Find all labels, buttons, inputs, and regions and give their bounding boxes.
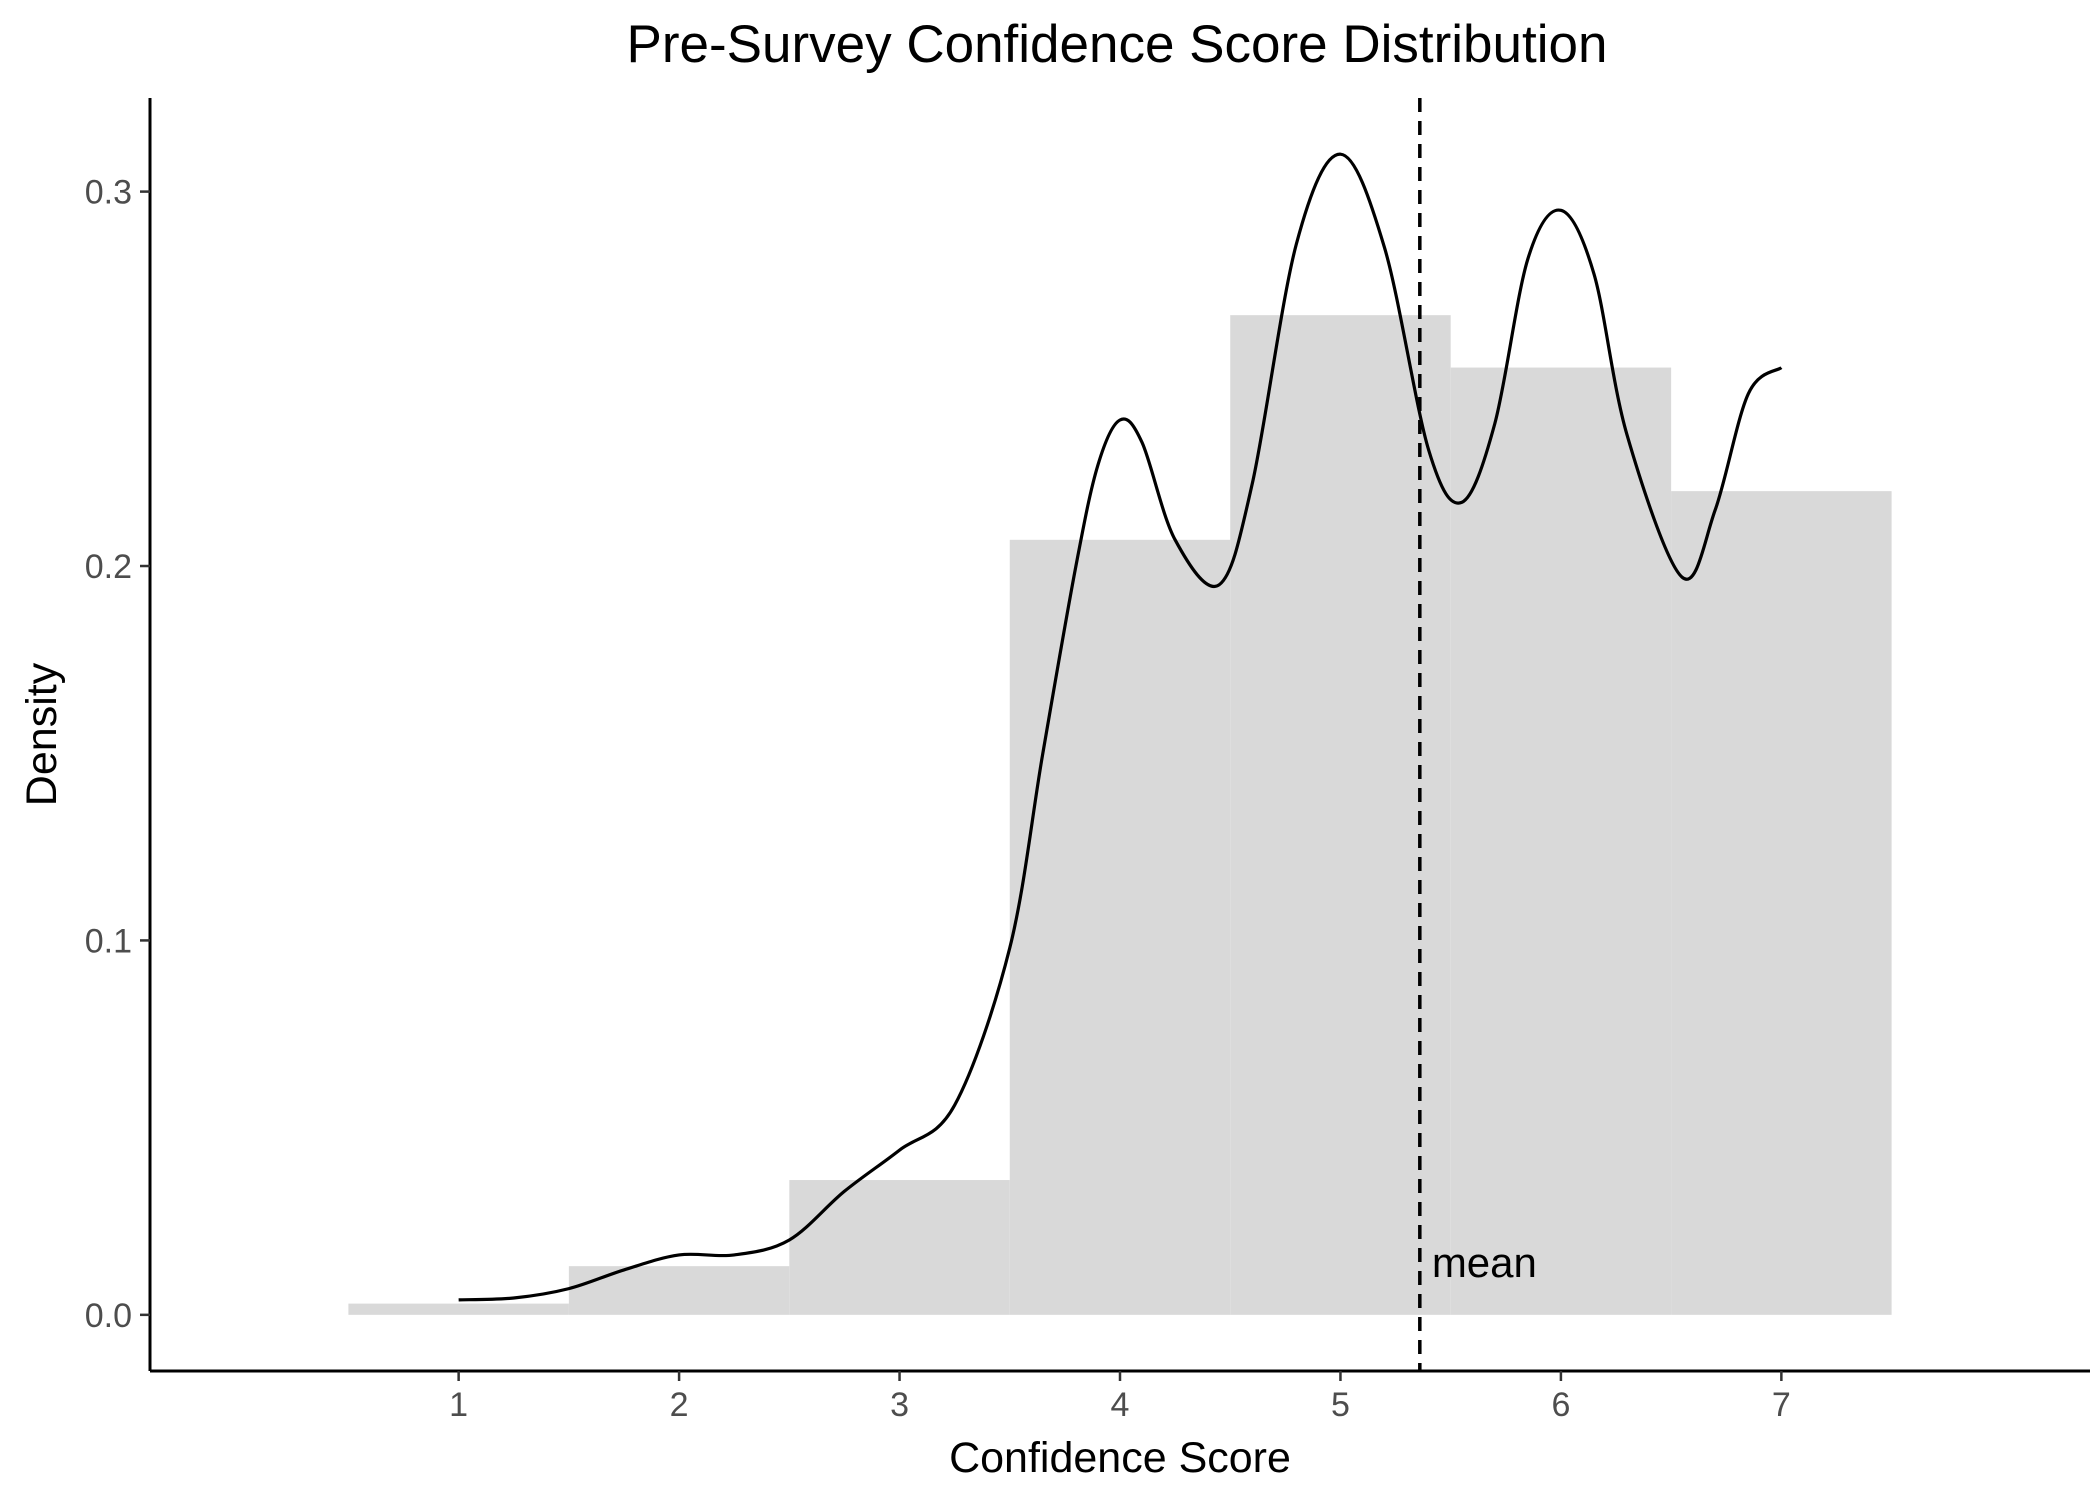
x-tick-label: 1 xyxy=(449,1386,468,1424)
histogram-bar-5 xyxy=(1230,315,1451,1315)
histogram-bar-6 xyxy=(1450,367,1672,1315)
y-tick-label: 0.2 xyxy=(85,548,132,586)
histogram-bar-2 xyxy=(568,1266,790,1315)
y-tick-label: 0.0 xyxy=(85,1297,132,1335)
density-curve xyxy=(458,152,1783,1302)
density-curve-layer xyxy=(458,152,1783,1302)
x-tick-label: 4 xyxy=(1111,1386,1130,1424)
x-axis-title: Confidence Score xyxy=(949,1434,1291,1482)
y-tick-label: 0.3 xyxy=(85,174,132,212)
mean-label: mean xyxy=(1432,1239,1537,1286)
histogram-bar-3 xyxy=(789,1180,1010,1315)
histogram-bar-7 xyxy=(1671,491,1892,1315)
x-tick-label: 5 xyxy=(1331,1386,1350,1424)
axes: 0.0 0.1 0.2 0.3 1 2 3 4 5 6 7 xyxy=(85,98,2090,1424)
x-tick-label: 2 xyxy=(670,1386,689,1424)
y-axis-title: Density xyxy=(18,662,66,806)
mean-annotation: mean xyxy=(1418,98,1537,1371)
chart-title: Pre-Survey Confidence Score Distribution xyxy=(627,15,1608,74)
y-tick-label: 0.1 xyxy=(85,922,132,960)
histogram-bar-4 xyxy=(1009,539,1231,1315)
histogram-bar-1 xyxy=(348,1303,569,1315)
x-tick-label: 6 xyxy=(1551,1386,1570,1424)
x-tick-label: 3 xyxy=(890,1386,909,1424)
histogram-bars xyxy=(348,315,1892,1315)
x-tick-label: 7 xyxy=(1772,1386,1791,1424)
